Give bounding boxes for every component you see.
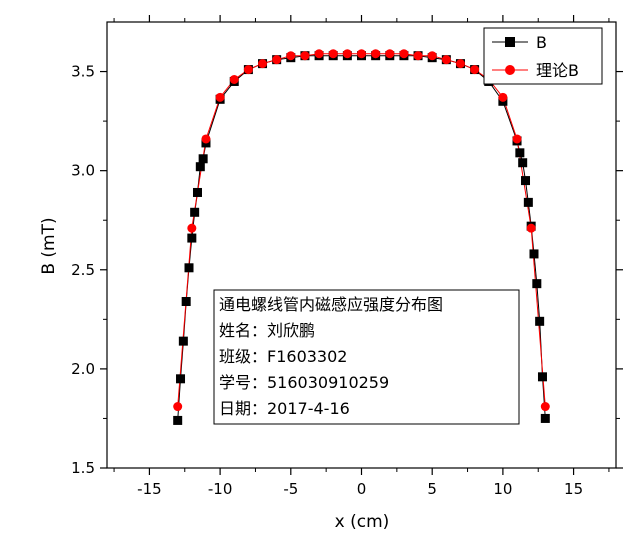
data-point-theory: [272, 55, 282, 65]
x-tick-label: 0: [357, 480, 367, 498]
annotation-box: 通电螺线管内磁感应强度分布图 姓名：刘欣鹏 班级：F1603302 学号：516…: [213, 289, 520, 425]
annotation-border: [213, 289, 520, 425]
data-point-b: [198, 154, 208, 164]
data-point-b: [195, 162, 205, 172]
data-point-theory: [526, 223, 536, 233]
data-point-theory: [187, 223, 197, 233]
data-point-theory: [385, 49, 395, 59]
x-tick-label: -5: [283, 480, 298, 498]
data-point-theory: [342, 49, 352, 59]
x-tick-label: 5: [427, 480, 437, 498]
y-axis-title: B (mT): [39, 217, 59, 274]
annotation-line: 班级：F1603302: [219, 347, 347, 366]
data-point-b: [532, 279, 542, 289]
y-tick-label: 1.5: [71, 459, 95, 477]
data-point-b: [192, 187, 202, 197]
data-point-theory: [371, 49, 381, 59]
data-point-theory: [512, 134, 522, 144]
data-point-theory: [470, 65, 480, 75]
data-point-theory: [441, 55, 451, 65]
x-tick-label: 10: [493, 480, 512, 498]
data-point-theory: [215, 92, 225, 102]
data-point-b: [535, 316, 545, 326]
data-point-theory: [201, 134, 211, 144]
data-point-theory: [173, 402, 183, 412]
data-point-theory: [427, 51, 437, 61]
data-point-theory: [455, 59, 465, 69]
y-axis: 1.5 2.0 2.5 3.0 3.5: [71, 63, 623, 477]
data-point-b: [523, 197, 533, 207]
data-point-b: [184, 263, 194, 273]
y-tick-label: 2.5: [71, 261, 95, 279]
y-tick-label: 3.0: [71, 162, 95, 180]
legend-label-b: B: [536, 33, 547, 52]
x-tick-label: -10: [208, 480, 233, 498]
data-point-b: [540, 413, 550, 423]
y-tick-label: 3.5: [71, 63, 95, 81]
x-axis-title: x (cm): [335, 512, 390, 532]
annotation-line: 日期：2017-4-16: [219, 399, 350, 418]
legend-marker-theory: [505, 65, 515, 75]
data-point-b: [190, 207, 200, 217]
x-axis: -15 -10 -5 0 5 10 15: [113, 15, 610, 498]
data-point-theory: [243, 65, 253, 75]
data-point-theory: [399, 49, 409, 59]
data-point-b: [529, 249, 539, 259]
legend-label-theory: 理论B: [536, 61, 579, 80]
x-tick-label: -15: [137, 480, 162, 498]
data-point-theory: [328, 49, 338, 59]
legend-marker-b: [505, 37, 515, 47]
data-point-b: [518, 158, 528, 168]
data-point-b: [173, 415, 183, 425]
data-point-theory: [258, 59, 268, 69]
y-tick-label: 2.0: [71, 360, 95, 378]
data-point-theory: [357, 49, 366, 59]
legend: B 理论B: [483, 27, 603, 85]
data-point-theory: [413, 51, 423, 61]
data-point-theory: [540, 402, 550, 412]
data-point-b: [187, 233, 197, 243]
data-point-b: [178, 336, 188, 346]
x-tick-label: 15: [564, 480, 583, 498]
data-point-b: [181, 296, 191, 306]
series-layer: [173, 49, 550, 425]
data-point-b: [537, 372, 547, 382]
data-point-theory: [314, 49, 324, 59]
annotation-line: 学号：516030910259: [219, 373, 389, 392]
data-point-theory: [229, 74, 239, 84]
data-point-b: [521, 176, 531, 186]
data-point-b: [176, 374, 186, 384]
data-point-theory: [286, 51, 296, 61]
data-point-theory: [498, 92, 508, 102]
annotation-line: 通电螺线管内磁感应强度分布图: [219, 295, 443, 314]
legend-border: [483, 27, 603, 85]
data-point-theory: [300, 51, 310, 61]
annotation-line: 姓名：刘欣鹏: [219, 321, 315, 340]
data-point-b: [515, 148, 525, 158]
